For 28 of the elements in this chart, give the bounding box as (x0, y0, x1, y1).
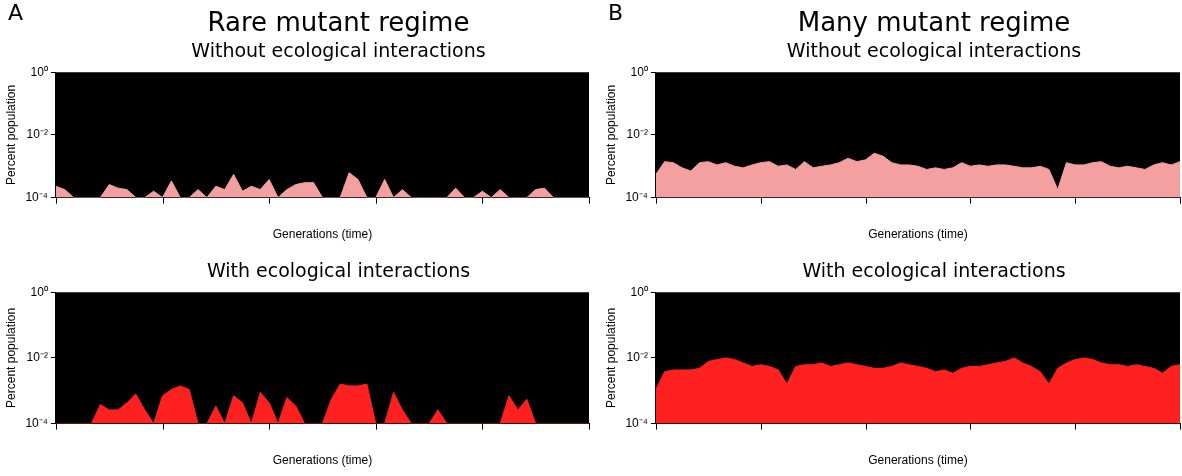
text: A (8, 0, 24, 25)
y-axis-title: Percent population (3, 84, 18, 185)
x-axis-title: Generations (time) (272, 227, 373, 242)
x-axis-title: Generations (time) (272, 453, 373, 468)
x-axis-title: Generations (time) (868, 227, 968, 242)
y-tick-label: 10⁰ (630, 64, 648, 79)
y-axis-title: Percent population (603, 84, 618, 185)
chart-title: With ecological interactions (205, 258, 472, 282)
y-axis-title: Percent population (603, 307, 618, 408)
chart-title: Many mutant regime (796, 6, 1072, 38)
y-tick-label: 10⁻⁴ (25, 189, 48, 204)
chart-title: Rare mutant regime (206, 6, 471, 38)
y-tick-label: 10⁻² (26, 127, 48, 142)
chart-title: With ecological interactions (801, 258, 1067, 282)
y-tick-label: 10⁻² (626, 350, 648, 365)
y-tick-label: 10⁻⁴ (625, 415, 648, 430)
x-axis-title: Generations (time) (868, 453, 968, 468)
y-tick-label: 10⁻⁴ (625, 189, 648, 204)
y-tick-label: 10⁻⁴ (25, 415, 48, 430)
chart-subtitle: Without ecological interactions (190, 38, 487, 62)
y-tick-label: 10⁰ (30, 284, 48, 299)
y-tick-label: 10⁰ (30, 64, 48, 79)
y-tick-label: 10⁰ (630, 284, 648, 299)
y-tick-label: 10⁻² (626, 127, 648, 142)
y-axis-title: Percent population (3, 307, 18, 408)
text: B (608, 0, 624, 25)
chart-subtitle: Without ecological interactions (785, 38, 1083, 62)
y-tick-label: 10⁻² (26, 350, 48, 365)
